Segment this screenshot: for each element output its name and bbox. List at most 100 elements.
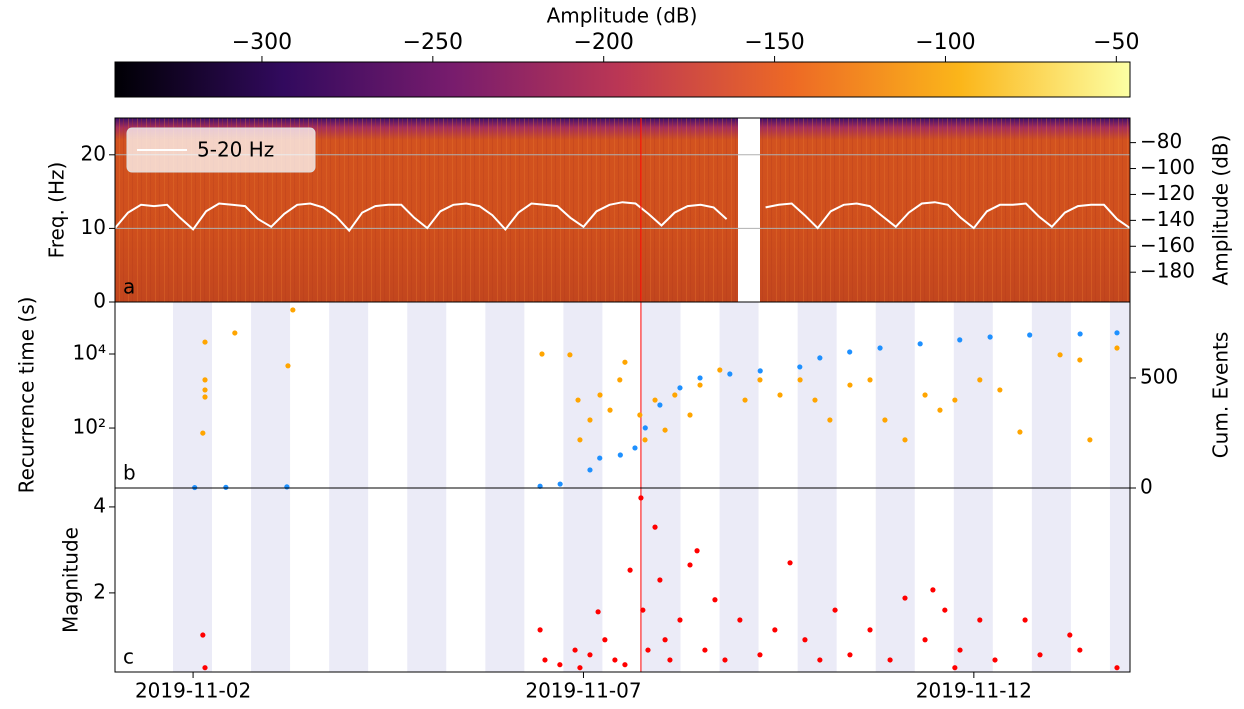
point	[712, 597, 718, 603]
point	[867, 627, 873, 633]
night-band	[1109, 302, 1130, 672]
point	[537, 627, 543, 633]
y-axis-label: Recurrence time (s)	[15, 297, 39, 494]
colorbar-tick-label: −150	[744, 30, 804, 55]
point	[595, 609, 601, 615]
y-tick-label: 20	[81, 141, 106, 165]
amplitude-line	[114, 201, 1131, 233]
point	[937, 407, 943, 413]
point	[632, 445, 638, 451]
point	[657, 402, 663, 408]
point	[817, 355, 823, 361]
point	[1077, 357, 1083, 363]
colorbar-tick-label: −100	[915, 30, 975, 55]
y-axis-label: Magnitude	[59, 527, 83, 633]
point	[952, 397, 958, 403]
x-tick-label: 2019-11-02	[135, 679, 251, 703]
point	[847, 349, 853, 355]
y2-tick-label: −120	[1140, 181, 1195, 205]
colorbar-tick-label: −50	[1093, 30, 1139, 55]
y2-tick-label: −160	[1140, 233, 1195, 257]
night-band	[953, 302, 993, 672]
point	[987, 334, 993, 340]
point	[727, 371, 733, 377]
point	[882, 417, 888, 423]
point	[567, 352, 573, 358]
point	[902, 595, 908, 601]
colorbar	[114, 61, 1131, 98]
point	[667, 657, 673, 663]
night-bands	[173, 302, 1130, 672]
point	[672, 392, 678, 398]
point	[942, 607, 948, 613]
point	[542, 657, 548, 663]
point	[662, 637, 668, 643]
point	[617, 377, 623, 383]
point	[557, 662, 563, 668]
point	[887, 657, 893, 663]
point	[652, 397, 658, 403]
point	[202, 394, 208, 400]
point	[597, 455, 603, 461]
point	[847, 652, 853, 658]
point	[847, 382, 853, 388]
point	[992, 657, 998, 663]
point	[200, 430, 206, 436]
night-band	[641, 302, 681, 672]
point	[930, 587, 936, 593]
point	[223, 484, 229, 490]
y-tick-label: 10	[81, 215, 106, 239]
point	[722, 657, 728, 663]
point	[652, 524, 658, 530]
y2-tick-label: −180	[1140, 259, 1195, 283]
point	[757, 377, 763, 383]
point	[539, 351, 545, 357]
point	[817, 657, 823, 663]
point	[812, 397, 818, 403]
point	[1067, 632, 1073, 638]
point	[202, 387, 208, 393]
point	[802, 637, 808, 643]
point	[867, 377, 873, 383]
colorbar-tick-label: −250	[403, 30, 463, 55]
point	[702, 647, 708, 653]
point	[952, 665, 958, 671]
point	[602, 637, 608, 643]
y2-tick-label: −80	[1140, 129, 1182, 153]
plot-layer: −300 −250 −200 −150 −100 −5001020−80−100−120−…	[15, 30, 1233, 703]
point	[677, 617, 683, 623]
night-band	[251, 302, 291, 672]
point	[587, 467, 593, 473]
point	[577, 665, 583, 671]
point	[797, 364, 803, 370]
point	[597, 392, 603, 398]
point	[232, 330, 238, 336]
point	[977, 377, 983, 383]
point	[612, 657, 618, 663]
x-tick-label: 2019-11-12	[916, 679, 1032, 703]
legend-box	[126, 127, 316, 173]
point	[777, 392, 783, 398]
point	[902, 437, 908, 443]
point	[717, 367, 723, 373]
point	[772, 627, 778, 633]
y-tick-label: 4	[93, 493, 106, 517]
colorbar-tick-label: −200	[573, 30, 633, 55]
colorbar-tick-label: −300	[232, 30, 292, 55]
point	[697, 382, 703, 388]
point	[917, 341, 923, 347]
point	[557, 481, 563, 487]
night-band	[1031, 302, 1071, 672]
panel-label: c	[123, 645, 134, 669]
point	[1017, 429, 1023, 435]
point	[977, 617, 983, 623]
point	[787, 560, 793, 566]
point	[285, 363, 291, 369]
y2-axis-label: Cum. Events	[1209, 332, 1233, 459]
night-band	[485, 302, 525, 672]
point	[1057, 352, 1063, 358]
y-tick-label: 10²	[73, 415, 106, 439]
point	[290, 307, 296, 313]
point	[1114, 345, 1120, 351]
